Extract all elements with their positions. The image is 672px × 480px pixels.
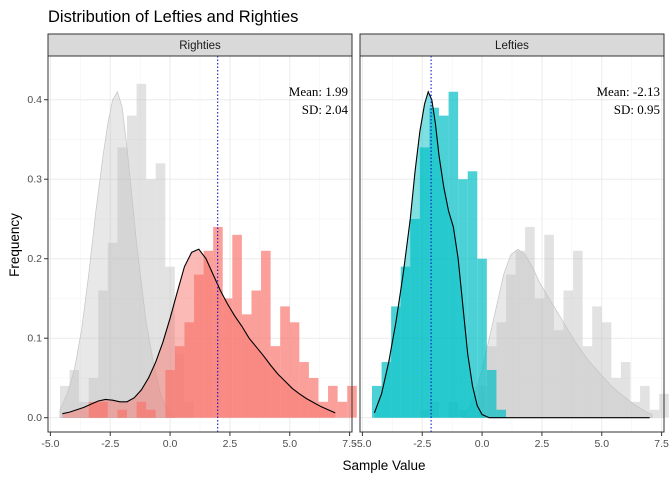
background-histogram-bar <box>117 147 127 418</box>
background-histogram-bar <box>563 290 574 418</box>
x-axis-title: Sample Value <box>342 458 425 473</box>
histogram-bar <box>289 322 300 418</box>
background-histogram-bar <box>534 298 545 418</box>
x-tick-label: -5.0 <box>41 438 59 450</box>
background-histogram-bar <box>649 409 660 418</box>
y-tick-label: 0.3 <box>27 174 42 186</box>
histogram-bar <box>486 369 497 418</box>
x-tick-label: -2.5 <box>413 438 431 450</box>
x-tick-label: 5.0 <box>282 438 297 450</box>
histogram-bar <box>477 258 487 418</box>
background-histogram-bar <box>592 306 602 418</box>
x-tick-label: -2.5 <box>101 438 119 450</box>
facet-panels: Mean: 1.99 SD: 2.04 Righties -5.0 -2.5 0.0 2.5… <box>27 33 669 450</box>
density-area <box>62 249 336 418</box>
histogram-bar <box>308 377 319 418</box>
x-tick-label: 7.5 <box>342 438 357 450</box>
background-histogram-bar <box>525 226 535 418</box>
density-area <box>374 91 650 418</box>
background-histogram-bar <box>88 377 99 418</box>
y-tick-label: 0.1 <box>27 333 42 345</box>
background-histogram-bar <box>98 290 108 418</box>
sd-annotation: SD: 0.95 <box>614 102 660 117</box>
x-tick-label: -5.0 <box>353 438 371 450</box>
background-histogram-bar <box>146 179 156 418</box>
density-line <box>62 248 336 415</box>
x-tick-label: 7.5 <box>654 438 669 450</box>
background-histogram-bar <box>630 401 641 418</box>
y-tick-label: 0.2 <box>27 253 42 265</box>
background-histogram-bar <box>515 250 526 418</box>
background-histogram-bar <box>59 385 70 418</box>
histogram-bar <box>299 362 309 418</box>
histogram-bar <box>280 306 290 418</box>
facet-panel-righties: Mean: 1.99 SD: 2.04 Righties -5.0 -2.5 0.0 2.5… <box>27 33 357 450</box>
background-density-area <box>462 248 653 419</box>
background-histogram-bar <box>496 322 507 418</box>
histogram-bar <box>458 179 468 418</box>
x-tick-label: 2.5 <box>223 438 238 450</box>
sd-annotation: SD: 2.04 <box>302 102 349 117</box>
background-histogram-bar <box>553 330 564 418</box>
histogram-bar <box>261 250 271 418</box>
x-tick-label: 0.0 <box>163 438 178 450</box>
background-histogram-bar <box>126 115 137 418</box>
background-histogram-bar <box>582 346 593 418</box>
histogram-bar <box>496 409 507 418</box>
background-histogram-bar <box>640 385 650 418</box>
chart-title: Distribution of Lefties and Righties <box>48 8 298 26</box>
y-axis-title: Frequency <box>7 213 22 277</box>
background-histogram-bar <box>620 362 631 418</box>
mean-annotation: Mean: -2.13 <box>596 84 660 99</box>
background-histogram-bar <box>601 322 612 418</box>
facet-strip-label: Righties <box>179 40 221 52</box>
background-histogram-bar <box>573 250 583 418</box>
facet-panel-lefties: Mean: -2.13 SD: 0.95 Lefties -5.0 -2.5 0.0 2.5… <box>353 33 669 450</box>
x-tick-label: 5.0 <box>594 438 609 450</box>
background-histogram-bar <box>544 234 554 418</box>
y-tick-label: 0.4 <box>27 94 42 106</box>
density-line <box>373 90 650 419</box>
background-histogram-bar <box>107 242 118 418</box>
histogram-bar <box>371 385 382 418</box>
facet-strip-label: Lefties <box>495 40 529 52</box>
background-histogram-bar <box>136 83 147 418</box>
background-histogram-bar <box>611 377 621 418</box>
histogram-bar <box>328 385 338 418</box>
x-tick-label: 0.0 <box>475 438 490 450</box>
background-histogram-bar <box>155 163 166 418</box>
facet-strip <box>47 33 353 57</box>
histogram-bar <box>467 171 478 418</box>
x-tick-label: 2.5 <box>535 438 550 450</box>
background-histogram-bar <box>506 274 516 418</box>
background-histogram-bar <box>69 369 80 418</box>
facet-strip <box>359 33 665 57</box>
y-tick-label: 0.0 <box>27 412 42 424</box>
mean-annotation: Mean: 1.99 <box>289 84 348 99</box>
histogram-bar <box>337 401 348 418</box>
